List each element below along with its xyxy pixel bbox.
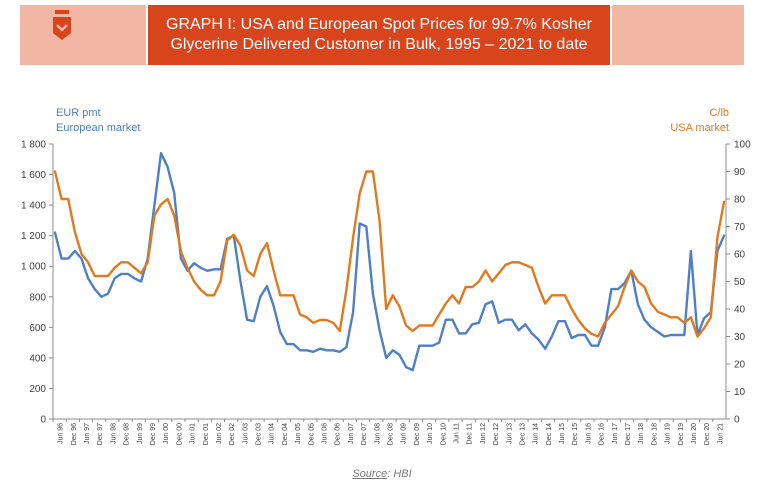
chart-title-line2: Glycerine Delivered Customer in Bulk, 19… (170, 36, 588, 53)
x-tick-label: Dec 08 (388, 423, 395, 445)
x-tick-label: Dec 12 (493, 423, 500, 445)
x-tick-label: Jun 96 (58, 423, 65, 444)
chart-title-line1: GRAPH I: USA and European Spot Prices fo… (166, 16, 592, 33)
x-tick-label: Dec 97 (97, 423, 104, 445)
title-banner: GRAPH I: USA and European Spot Prices fo… (148, 5, 610, 65)
banner-left-panel (20, 5, 146, 65)
left-tick-label: 400 (29, 353, 46, 364)
x-tick-label: Jun 07 (348, 423, 355, 444)
right-tick-label: 60 (734, 250, 746, 261)
left-axis-unit: EUR pmt (56, 107, 101, 119)
x-tick-label: Jun 98 (110, 423, 117, 444)
source-text: : HBI (387, 468, 412, 480)
right-tick-label: 40 (734, 305, 746, 316)
x-tick-label: Dec 10 (440, 423, 447, 445)
x-tick-label: Jun 06 (322, 423, 329, 444)
right-tick-label: 30 (734, 332, 746, 343)
european-market-line (53, 151, 726, 372)
x-tick-label: Jun 15 (559, 423, 566, 444)
right-tick-label: 50 (734, 277, 746, 288)
left-tick-label: 1 400 (21, 201, 46, 212)
x-tick-label: Jun 18 (638, 423, 645, 444)
x-tick-label: Jun 09 (401, 423, 408, 444)
source-note: Source: HBI (0, 468, 764, 480)
x-tick-label: Dec 15 (572, 423, 579, 445)
x-tick-label: Dec 06 (335, 423, 342, 445)
right-tick-label: 0 (734, 415, 740, 426)
left-tick-label: 600 (29, 323, 46, 334)
x-tick-label: Dec 09 (414, 423, 421, 445)
right-tick-label: 100 (734, 140, 751, 151)
x-tick-label: Jun 11 (453, 423, 460, 444)
x-tick-label: Jun 08 (374, 423, 381, 444)
x-tick-label: Dec 04 (282, 423, 289, 445)
left-tick-label: 1 000 (21, 262, 46, 273)
x-tick-label: Dec 07 (361, 423, 368, 445)
left-tick-label: 0 (40, 415, 46, 426)
x-tick-label: Dec 03 (256, 423, 263, 445)
right-tick-label: 10 (734, 387, 746, 398)
banner-right-panel (612, 5, 744, 65)
x-tick-label: Jun 12 (480, 423, 487, 444)
x-tick-label: Jun 14 (533, 423, 540, 444)
x-tick-label: Jun 99 (137, 423, 144, 444)
x-tick-label: Jun 19 (665, 423, 672, 444)
left-axis-market: European market (56, 122, 141, 134)
x-tick-label: Jun 10 (427, 423, 434, 444)
usa-market-line (53, 170, 726, 338)
x-tick-label: Jun 97 (84, 423, 91, 444)
x-tick-label: Jun 03 (242, 423, 249, 444)
left-tick-label: 1 600 (21, 170, 46, 181)
x-tick-label: Dec 11 (467, 423, 474, 445)
x-tick-label: Dec 13 (519, 423, 526, 445)
x-tick-label: Dec 05 (308, 423, 315, 445)
x-tick-label: Dec 99 (150, 423, 157, 445)
x-tick-label: Jun 00 (163, 423, 170, 444)
left-tick-label: 800 (29, 292, 46, 303)
right-axis-unit: C/lb (709, 107, 729, 119)
x-tick-label: Dec 16 (599, 423, 606, 445)
right-tick-label: 70 (734, 222, 746, 233)
x-tick-label: Dec 00 (176, 423, 183, 445)
hbi-logo-icon (53, 10, 71, 40)
x-tick-label: Dec 14 (546, 423, 553, 445)
x-tick-label: Jun 05 (295, 423, 302, 444)
right-axis-market: USA market (670, 122, 729, 134)
x-tick-label: Dec 18 (651, 423, 658, 445)
right-tick-label: 80 (734, 195, 746, 206)
source-label: Source (352, 468, 388, 480)
right-tick-label: 20 (734, 360, 746, 371)
left-tick-label: 1 800 (21, 140, 46, 151)
x-tick-label: Jun 16 (585, 423, 592, 444)
x-tick-label: Dec 17 (625, 423, 632, 445)
x-tick-label: Jun 17 (612, 423, 619, 444)
chart-title: GRAPH I: USA and European Spot Prices fo… (166, 15, 592, 55)
x-tick-label: Dec 98 (124, 423, 131, 445)
x-tick-label: Dec 01 (203, 423, 210, 445)
x-tick-label: Jun 21 (717, 423, 724, 444)
left-tick-label: 1 200 (21, 231, 46, 242)
x-tick-label: Jun 13 (506, 423, 513, 444)
x-tick-label: Jun 02 (216, 423, 223, 444)
x-tick-label: Dec 02 (229, 423, 236, 445)
x-tick-label: Jun 04 (269, 423, 276, 444)
x-tick-label: Dec 20 (704, 423, 711, 445)
x-tick-label: Jun 20 (691, 423, 698, 444)
left-tick-label: 200 (29, 384, 46, 395)
x-tick-label: Dec 19 (678, 423, 685, 445)
right-tick-label: 90 (734, 167, 746, 178)
x-tick-label: Jun 01 (190, 423, 197, 444)
x-tick-label: Dec 96 (71, 423, 78, 445)
